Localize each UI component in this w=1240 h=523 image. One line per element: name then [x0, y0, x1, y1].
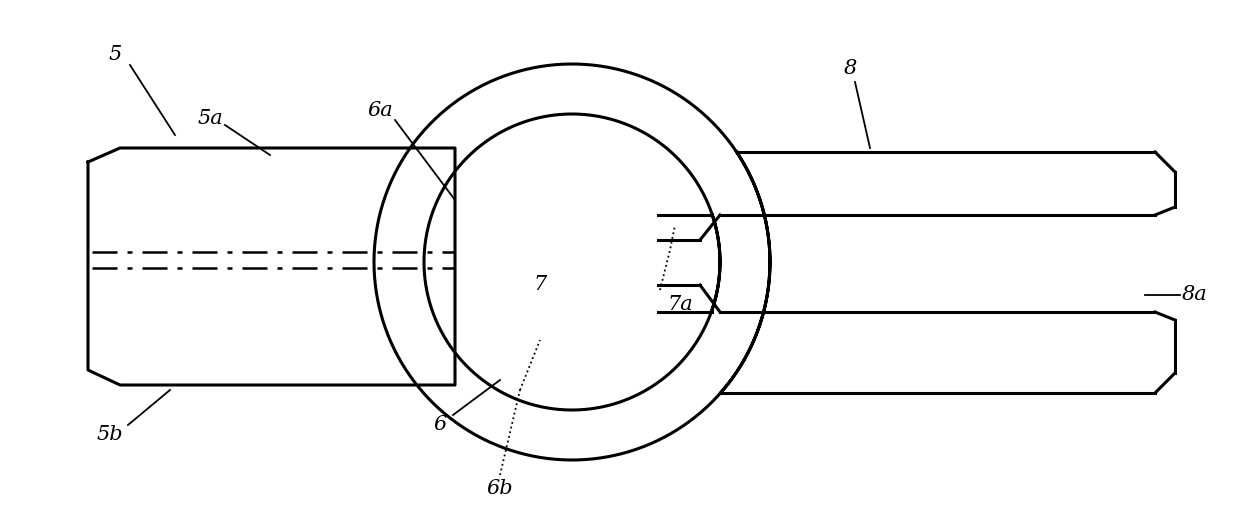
Text: 6: 6 [433, 415, 446, 435]
Text: 6b: 6b [486, 479, 513, 497]
Text: 5b: 5b [97, 426, 123, 445]
Text: 5a: 5a [197, 108, 223, 128]
Text: 7: 7 [533, 276, 547, 294]
Text: 5: 5 [108, 46, 122, 64]
Text: 7a: 7a [667, 295, 693, 314]
Text: 6a: 6a [367, 100, 393, 119]
Text: 8: 8 [843, 59, 857, 77]
Text: 8a: 8a [1182, 286, 1208, 304]
